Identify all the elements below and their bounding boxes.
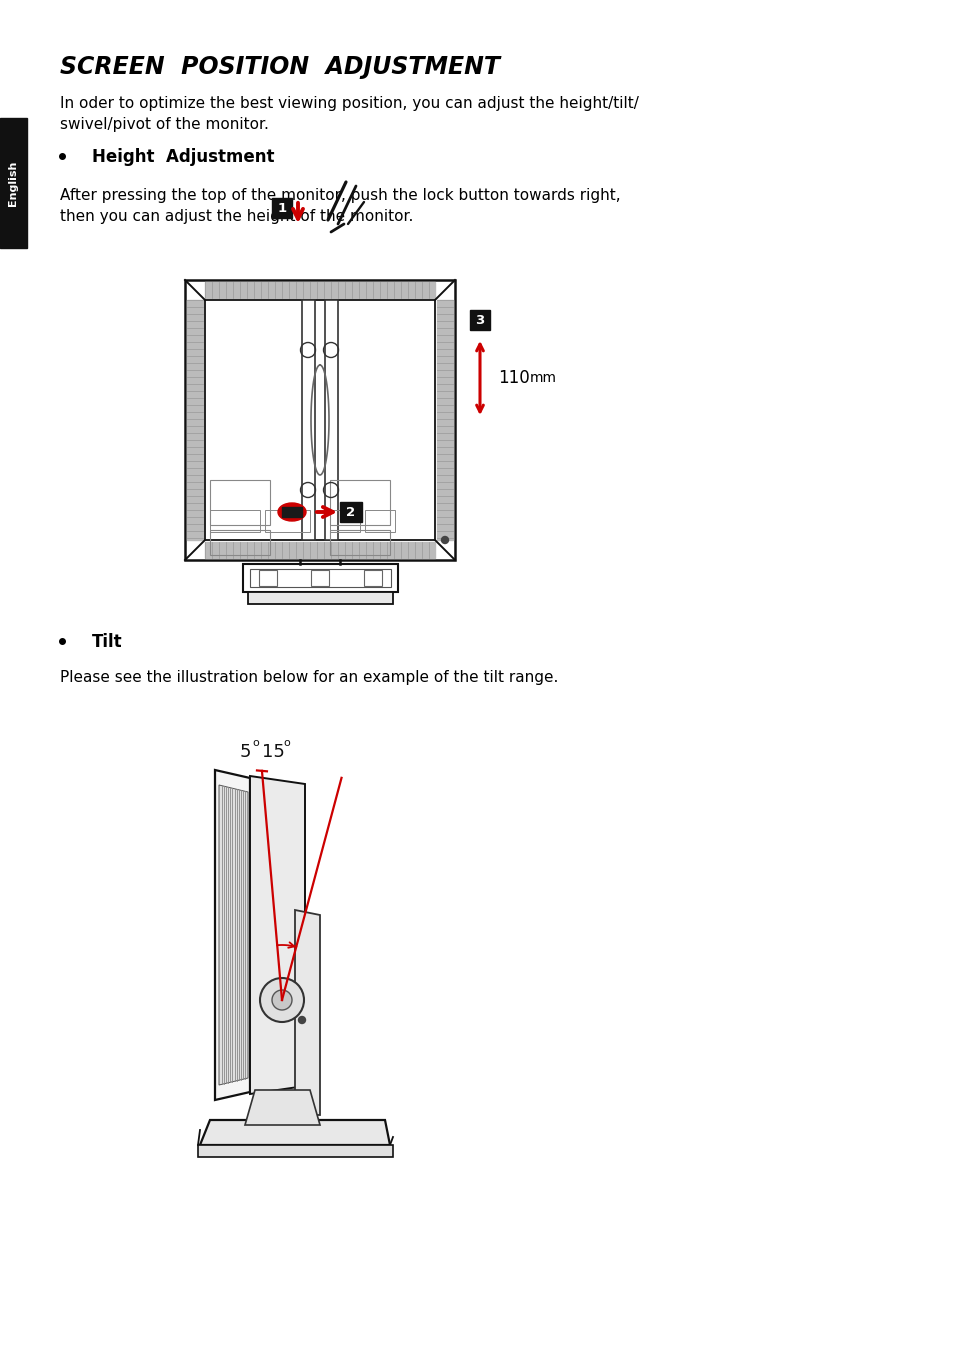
Bar <box>185 280 455 561</box>
Polygon shape <box>214 770 250 1099</box>
Bar <box>265 510 310 532</box>
Text: o: o <box>252 738 258 747</box>
Bar <box>198 1145 393 1158</box>
Text: Height  Adjustment: Height Adjustment <box>91 148 274 167</box>
Bar <box>364 570 381 586</box>
Text: 1: 1 <box>277 203 286 215</box>
Bar <box>330 481 390 525</box>
Circle shape <box>260 978 304 1022</box>
Bar <box>210 510 260 532</box>
Text: English: English <box>8 160 18 206</box>
Bar <box>436 301 453 540</box>
Bar <box>330 510 359 532</box>
Bar <box>272 198 292 218</box>
Circle shape <box>272 990 292 1010</box>
Bar <box>250 569 391 588</box>
Bar <box>205 542 435 558</box>
Bar <box>330 529 390 555</box>
Bar <box>282 506 302 517</box>
Circle shape <box>298 1017 305 1024</box>
Bar <box>210 481 270 525</box>
Bar <box>0 118 27 248</box>
Bar <box>205 301 435 540</box>
Text: Tilt: Tilt <box>91 634 123 651</box>
Bar <box>210 529 270 555</box>
Text: 2: 2 <box>346 506 355 520</box>
Polygon shape <box>245 1090 319 1125</box>
Text: o: o <box>283 738 290 747</box>
Bar <box>205 282 435 298</box>
Polygon shape <box>294 910 319 1114</box>
Bar <box>325 301 337 540</box>
Bar <box>311 570 329 586</box>
Text: After pressing the top of the monitor, push the lock button towards right,
then : After pressing the top of the monitor, p… <box>60 188 620 223</box>
Bar <box>365 510 395 532</box>
Text: 110: 110 <box>497 370 529 387</box>
Ellipse shape <box>277 502 306 521</box>
Bar <box>248 592 393 604</box>
Bar <box>470 310 490 330</box>
Bar <box>302 301 314 540</box>
Polygon shape <box>200 1120 390 1145</box>
Text: 15: 15 <box>262 743 285 761</box>
Bar <box>243 565 397 592</box>
Text: 3: 3 <box>475 314 484 326</box>
Bar <box>187 301 203 540</box>
Text: 5: 5 <box>240 743 252 761</box>
Bar <box>339 502 361 523</box>
Text: Please see the illustration below for an example of the tilt range.: Please see the illustration below for an… <box>60 670 558 685</box>
Polygon shape <box>250 776 305 1094</box>
Text: SCREEN  POSITION  ADJUSTMENT: SCREEN POSITION ADJUSTMENT <box>60 56 499 79</box>
Text: mm: mm <box>530 371 557 385</box>
Circle shape <box>441 536 448 543</box>
Polygon shape <box>219 785 248 1085</box>
Text: In oder to optimize the best viewing position, you can adjust the height/tilt/
s: In oder to optimize the best viewing pos… <box>60 96 639 131</box>
Bar <box>258 570 276 586</box>
